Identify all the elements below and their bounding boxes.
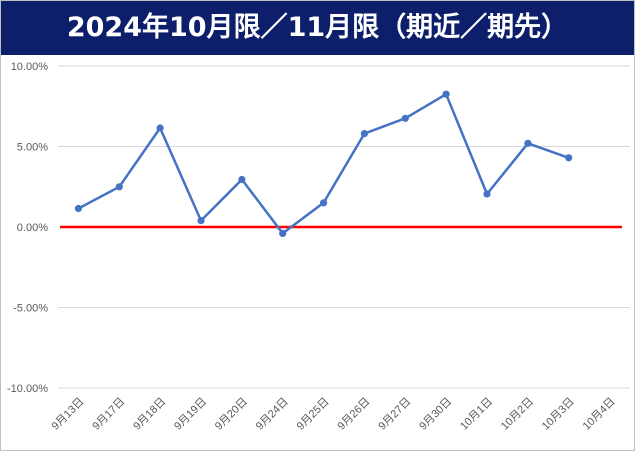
data-point [565,154,572,161]
y-tick-label: 10.00% [11,61,49,73]
x-tick-label: 9月17日 [90,396,127,433]
data-point [524,140,531,147]
y-axis-ticks: 10.00% 5.00% 0.00% -5.00% -10.00% [7,61,48,395]
data-point [157,124,164,131]
x-tick-label: 10月3日 [540,396,577,433]
y-tick-label: -10.00% [7,383,48,395]
series-layer [75,91,573,237]
series-line [78,94,568,233]
data-point [483,190,490,197]
data-point [238,176,245,183]
x-tick-label: 9月24日 [254,396,291,433]
y-tick-label: 5.00% [17,142,48,154]
x-tick-label: 10月4日 [581,396,618,433]
x-tick-label: 9月30日 [417,396,454,433]
data-point [197,217,204,224]
x-tick-label: 10月1日 [458,396,495,433]
y-tick-label: 0.00% [17,222,48,234]
data-point [443,91,450,98]
data-point [279,230,286,237]
x-tick-label: 9月25日 [295,396,332,433]
x-axis-ticks: 9月13日 9月17日 9月18日 9月19日 9月20日 9月24日 9月25日 9月26日… [50,396,618,433]
x-tick-label: 9月13日 [50,396,87,433]
data-point [75,205,82,212]
y-tick-label: -5.00% [13,303,48,315]
x-tick-label: 9月20日 [213,396,250,433]
x-tick-label: 10月2日 [499,396,536,433]
x-tick-label: 9月18日 [131,396,168,433]
x-tick-label: 9月27日 [376,396,413,433]
data-point [402,115,409,122]
data-point [361,130,368,137]
data-point [116,183,123,190]
data-point [320,199,327,206]
x-tick-label: 9月26日 [336,396,373,433]
x-tick-label: 9月19日 [172,396,209,433]
